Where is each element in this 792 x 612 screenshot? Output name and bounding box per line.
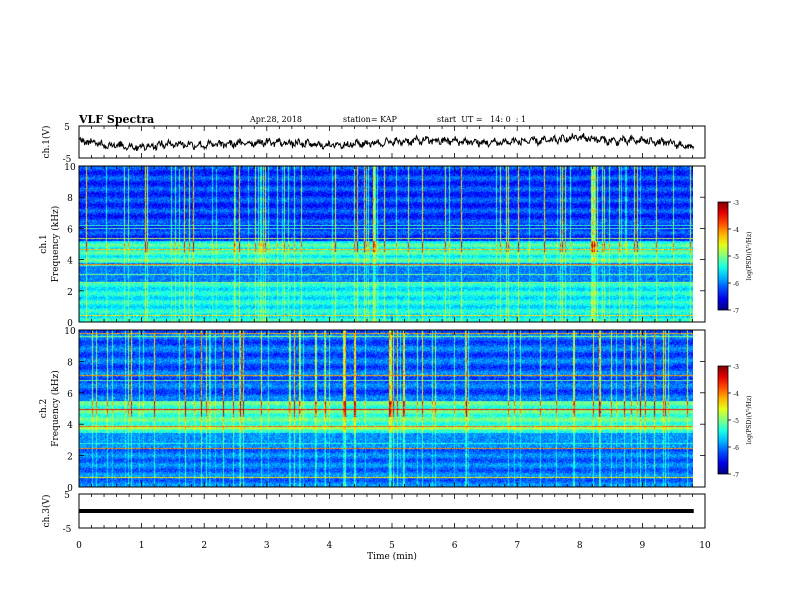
- x-tick-label: 3: [264, 541, 270, 551]
- ch1-colorbar-tick-label: -4: [733, 227, 739, 234]
- ch3-ytick-label: -5: [63, 525, 72, 535]
- x-tick-label: 4: [327, 541, 333, 551]
- ch1-colorbar: [717, 201, 729, 311]
- ch3-ylabel: ch.3(V): [41, 495, 52, 528]
- ch2-colorbar-label: log(PSD)(V²/Hz): [746, 396, 753, 445]
- panels-layer: [78, 133, 695, 513]
- x-tick-label: 0: [76, 541, 82, 551]
- station-label: station= KAP: [343, 115, 397, 124]
- ch2-colorbar-tick-label: -6: [733, 445, 739, 452]
- ch2-ytick-label: 2: [67, 453, 73, 463]
- x-tick-label: 5: [389, 541, 395, 551]
- ch2-channel-label: ch.2: [39, 399, 49, 418]
- ch1-ytick-label: 5: [64, 123, 70, 133]
- chart-title: VLF Spectra: [79, 113, 155, 126]
- x-tick-label: 6: [452, 541, 458, 551]
- ch2-colorbar-tick-label: -5: [733, 418, 739, 425]
- ch1-ytick-label: 0: [67, 319, 73, 329]
- ch1-spectrogram-image: [79, 166, 693, 322]
- frames-layer: [78, 125, 731, 529]
- ch2-ytick-label: 6: [67, 390, 73, 400]
- x-tick-label: 2: [201, 541, 207, 551]
- ch1-ytick-label: 8: [67, 194, 73, 204]
- ch1-ytick-label: 10: [64, 163, 76, 173]
- ch2-spectrogram-image: [79, 330, 693, 487]
- ch2-colorbar-tick-label: -3: [733, 364, 739, 371]
- ch2-ytick-label: 0: [67, 484, 73, 494]
- ch1-ylabel: Frequency (kHz): [50, 206, 61, 283]
- ch1-colorbar-tick-label: -5: [733, 254, 739, 261]
- x-tick-label: 1: [139, 541, 145, 551]
- ch2-colorbar: [717, 365, 729, 475]
- ch1-colorbar-tick-label: -3: [733, 200, 739, 207]
- ch2-ylabel: Frequency (kHz): [50, 370, 61, 447]
- x-axis-label: Time (min): [367, 551, 417, 562]
- ch1-colorbar-tick-label: -7: [733, 308, 739, 315]
- ch2-ytick-label: 10: [64, 327, 76, 337]
- ch1-ytick-label: -5: [63, 155, 72, 165]
- ch2-ytick-label: 4: [67, 421, 73, 431]
- start-ut-label: start UT = 14: 0 : 1: [437, 115, 527, 124]
- ch3-ytick-label: 5: [64, 491, 70, 501]
- ch2-colorbar-tick-label: -7: [733, 472, 739, 479]
- spectrogram-layer: [79, 166, 693, 487]
- x-tick-label: 8: [577, 541, 583, 551]
- ch1-ytick-label: 6: [67, 225, 73, 235]
- x-tick-label: 9: [640, 541, 646, 551]
- ch1-ytick-label: 2: [67, 288, 73, 298]
- x-tick-label: 10: [699, 541, 711, 551]
- ch1-ylabel: ch.1(V): [41, 126, 52, 159]
- ch1-colorbar-tick-label: -6: [733, 281, 739, 288]
- ch1-colorbar-label: log(PSD)(V²/Hz): [746, 232, 753, 281]
- ch2-colorbar-tick-label: -4: [733, 391, 739, 398]
- ch1-channel-label: ch.1: [39, 234, 49, 253]
- x-tick-label: 7: [514, 541, 520, 551]
- ch1-ytick-label: 4: [67, 257, 73, 267]
- ch2-ytick-label: 8: [67, 358, 73, 368]
- ch1-waveform-line: [78, 133, 695, 152]
- date-label: Apr.28, 2018: [250, 115, 303, 124]
